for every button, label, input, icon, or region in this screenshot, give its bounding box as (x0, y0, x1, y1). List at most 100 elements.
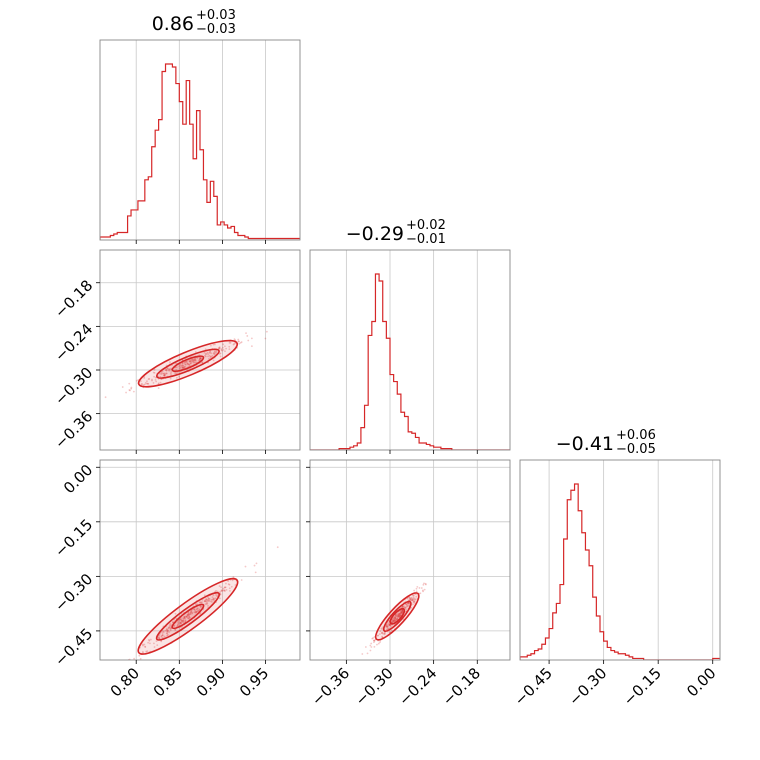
sample-point (392, 617, 395, 619)
sample-point (386, 625, 389, 628)
sample-point (264, 337, 267, 340)
sample-point (184, 363, 187, 366)
sample-point (193, 608, 196, 611)
sample-point (179, 622, 182, 625)
sample-point (205, 598, 208, 601)
y-tick-label: −0.15 (51, 515, 96, 560)
sample-point (198, 601, 201, 604)
sample-point (168, 368, 171, 371)
sample-point (155, 640, 158, 643)
sample-point (218, 347, 221, 350)
param-title-minus: −0.05 (616, 442, 656, 457)
x-tick-label: 0.00 (683, 664, 719, 700)
sample-point (172, 621, 174, 623)
sample-point (159, 375, 162, 378)
sample-point (192, 359, 195, 362)
sample-point (221, 346, 224, 349)
sample-point (128, 382, 131, 385)
sample-point (254, 571, 257, 574)
sample-point (151, 378, 153, 381)
sample-point (222, 348, 225, 351)
param-title-plus: +0.06 (616, 428, 656, 443)
sample-point (394, 618, 396, 620)
sample-point (394, 616, 397, 619)
sample-point (153, 371, 156, 374)
sample-point (200, 605, 202, 608)
sample-point (411, 599, 414, 602)
panel-frame (99, 459, 301, 661)
sample-point (208, 351, 211, 354)
sample-point (203, 594, 206, 597)
sample-point (191, 611, 194, 614)
sample-point (143, 377, 146, 379)
sample-point (219, 352, 222, 355)
sample-point (400, 611, 403, 614)
sample-point (219, 355, 222, 358)
sample-point (162, 372, 165, 375)
y-tick-label: −0.18 (51, 276, 96, 321)
sample-point (167, 634, 169, 636)
sample-point (396, 617, 399, 620)
sample-point (410, 597, 413, 600)
sample-point (181, 365, 184, 368)
sample-point (411, 598, 414, 601)
sample-point (163, 635, 166, 638)
sample-point (194, 358, 197, 361)
sample-point (161, 632, 164, 634)
sample-point (416, 586, 419, 588)
y-tick-label: −0.30 (51, 570, 96, 615)
sample-point (212, 594, 215, 597)
sample-point (255, 562, 258, 565)
sample-point (220, 349, 223, 351)
param-title-value: −0.29 (346, 223, 404, 245)
scatter-panel-2-0 (127, 546, 279, 660)
sample-point (210, 352, 213, 355)
sample-point (189, 611, 192, 614)
sample-point (195, 603, 198, 606)
sample-point (421, 589, 424, 592)
sample-point (169, 361, 171, 364)
sample-point (221, 590, 224, 592)
sample-point (406, 605, 409, 608)
sample-point (178, 375, 181, 378)
sample-point (184, 363, 187, 366)
sample-point (228, 587, 231, 590)
sample-point (167, 629, 169, 632)
sample-point (182, 617, 185, 620)
sample-point (204, 600, 206, 603)
sample-point (177, 622, 180, 625)
sample-point (392, 618, 395, 620)
sample-point (201, 361, 204, 364)
sample-point (391, 621, 393, 624)
sample-point (180, 620, 183, 622)
x-tick-label: −0.15 (620, 664, 665, 709)
sample-point (215, 594, 217, 596)
sample-point (166, 632, 169, 635)
sample-point (206, 351, 209, 354)
sample-point (414, 598, 417, 601)
sample-point (146, 382, 148, 385)
sample-point (153, 642, 155, 645)
sample-point (373, 639, 375, 642)
sample-point (410, 599, 413, 602)
sample-point (161, 372, 163, 375)
sample-point (213, 353, 216, 356)
sample-point (412, 603, 414, 606)
sample-point (213, 598, 215, 601)
sample-point (393, 615, 396, 618)
sample-point (381, 628, 384, 630)
x-tick-label: −0.30 (352, 664, 397, 709)
sample-point (129, 389, 131, 392)
sample-point (189, 362, 192, 365)
sample-point (413, 597, 416, 600)
sample-point (189, 616, 191, 619)
x-tick-label: −0.18 (439, 664, 484, 709)
sample-point (212, 597, 215, 600)
sample-point (370, 642, 373, 645)
sample-point (187, 363, 190, 366)
sample-point (180, 618, 182, 621)
sample-point (159, 372, 161, 375)
sample-point (381, 635, 383, 638)
sample-point (196, 607, 199, 610)
sample-point (169, 377, 172, 380)
